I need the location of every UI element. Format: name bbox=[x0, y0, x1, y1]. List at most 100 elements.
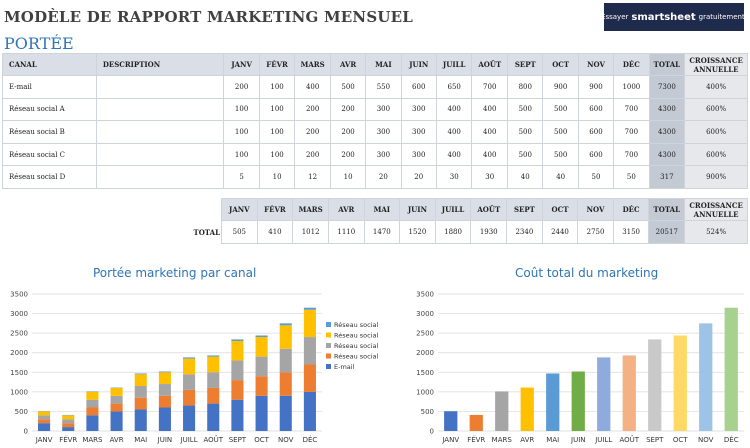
x-tick-label: AVR bbox=[110, 436, 124, 444]
cell-month-value[interactable]: 700 bbox=[613, 142, 650, 167]
header-description: DESCRIPTION bbox=[95, 53, 225, 76]
cell-month-value[interactable]: 900 bbox=[542, 75, 579, 99]
cell-total-month: 1470 bbox=[363, 220, 401, 244]
cell-month-value[interactable]: 200 bbox=[223, 75, 260, 99]
stacked-bar-segment bbox=[231, 340, 244, 361]
y-tick-label: 1000 bbox=[416, 388, 434, 396]
cell-month-value[interactable]: 20 bbox=[400, 165, 437, 189]
banner-suffix: gratuitement. bbox=[698, 13, 747, 21]
smartsheet-trial-banner[interactable]: Essayer smartsheet gratuitement. bbox=[601, 3, 747, 31]
cell-month-value[interactable]: 300 bbox=[365, 97, 402, 122]
cell-month-value[interactable]: 400 bbox=[471, 142, 509, 167]
cell-month-value[interactable]: 700 bbox=[471, 75, 509, 99]
cell-month-value[interactable]: 20 bbox=[365, 165, 402, 189]
cell-month-value[interactable]: 200 bbox=[329, 97, 367, 122]
x-tick-label: AOÛT bbox=[619, 435, 639, 444]
cell-month-value[interactable]: 200 bbox=[294, 97, 331, 122]
cell-month-value[interactable]: 400 bbox=[435, 120, 473, 144]
x-tick-label: DÉC bbox=[724, 435, 739, 444]
cell-month-value[interactable]: 500 bbox=[507, 142, 544, 167]
cell-month-value[interactable]: 300 bbox=[365, 120, 402, 144]
cell-month-value[interactable]: 600 bbox=[577, 142, 615, 167]
cell-month-value[interactable]: 500 bbox=[329, 75, 367, 99]
cell-month-value[interactable]: 300 bbox=[400, 120, 437, 144]
cell-month-value[interactable]: 50 bbox=[577, 165, 615, 189]
cell-month-value[interactable]: 100 bbox=[258, 75, 296, 99]
cell-month-value[interactable]: 30 bbox=[471, 165, 509, 189]
x-tick-label: JUIN bbox=[570, 436, 586, 444]
cell-month-value[interactable]: 50 bbox=[613, 165, 650, 189]
stacked-bar-segment bbox=[231, 380, 244, 400]
cell-month-value[interactable]: 400 bbox=[471, 97, 509, 122]
cell-month-value[interactable]: 800 bbox=[507, 75, 544, 99]
cell-month-value[interactable]: 300 bbox=[400, 142, 437, 167]
legend-label: E-mail bbox=[334, 363, 355, 371]
cell-description[interactable] bbox=[95, 75, 225, 99]
header-growth-line1: CROISSANCE bbox=[689, 200, 743, 210]
y-tick-label: 1500 bbox=[10, 369, 28, 377]
cell-month-value[interactable]: 500 bbox=[542, 120, 579, 144]
legend-swatch bbox=[326, 332, 331, 338]
header-month: JANV bbox=[221, 198, 258, 221]
cell-description[interactable] bbox=[95, 165, 225, 189]
cell-channel[interactable]: Réseau social B bbox=[2, 120, 97, 144]
cell-month-value[interactable]: 5 bbox=[223, 165, 260, 189]
cell-channel[interactable]: Réseau social D bbox=[2, 165, 97, 189]
cell-month-value[interactable]: 300 bbox=[400, 97, 437, 122]
stacked-bar-segment bbox=[303, 309, 316, 338]
cell-month-value[interactable]: 40 bbox=[542, 165, 579, 189]
cell-month-value[interactable]: 10 bbox=[258, 165, 296, 189]
cell-month-value[interactable]: 700 bbox=[613, 97, 650, 122]
cell-month-value[interactable]: 100 bbox=[223, 142, 260, 167]
cell-month-value[interactable]: 100 bbox=[258, 142, 296, 167]
cell-month-value[interactable]: 500 bbox=[507, 120, 544, 144]
cell-month-value[interactable]: 100 bbox=[223, 120, 260, 144]
cell-total-growth: 524% bbox=[684, 220, 748, 244]
cell-month-value[interactable]: 700 bbox=[613, 120, 650, 144]
cell-month-value[interactable]: 12 bbox=[294, 165, 331, 189]
cell-description[interactable] bbox=[95, 97, 225, 122]
x-tick-label: JANV bbox=[35, 436, 53, 444]
cell-month-value[interactable]: 200 bbox=[329, 142, 367, 167]
cell-month-value[interactable]: 400 bbox=[471, 120, 509, 144]
cell-month-value[interactable]: 900 bbox=[577, 75, 615, 99]
cell-month-value[interactable]: 500 bbox=[507, 97, 544, 122]
table-row: Réseau social D 5 10 12 10 20 20 30 30 40 40 50 50 31… bbox=[2, 165, 748, 189]
cell-total-month: 2440 bbox=[541, 220, 579, 244]
cell-month-value[interactable]: 500 bbox=[542, 97, 579, 122]
cell-channel[interactable]: Réseau social A bbox=[2, 97, 97, 122]
y-tick-label: 2000 bbox=[10, 349, 28, 357]
header-month: FÉVR bbox=[258, 53, 296, 76]
cell-month-value[interactable]: 100 bbox=[223, 97, 260, 122]
cell-month-value[interactable]: 400 bbox=[435, 97, 473, 122]
cell-description[interactable] bbox=[95, 142, 225, 167]
cell-total: 4300 bbox=[648, 142, 686, 167]
cell-month-value[interactable]: 10 bbox=[329, 165, 367, 189]
table-row: Réseau social B 100 100 200 200 300 300 400 400 5… bbox=[2, 120, 748, 144]
stacked-bar-segment bbox=[62, 419, 75, 424]
cell-month-value[interactable]: 550 bbox=[365, 75, 402, 99]
cell-month-value[interactable]: 650 bbox=[435, 75, 473, 99]
cell-month-value[interactable]: 400 bbox=[435, 142, 473, 167]
cell-month-value[interactable]: 600 bbox=[400, 75, 437, 99]
cell-month-value[interactable]: 30 bbox=[435, 165, 473, 189]
cell-month-value[interactable]: 200 bbox=[294, 120, 331, 144]
cell-month-value[interactable]: 500 bbox=[542, 142, 579, 167]
cell-month-value[interactable]: 100 bbox=[258, 97, 296, 122]
cell-month-value[interactable]: 200 bbox=[329, 120, 367, 144]
cell-description[interactable] bbox=[95, 120, 225, 144]
cell-month-value[interactable]: 40 bbox=[507, 165, 544, 189]
cell-channel[interactable]: E-mail bbox=[2, 75, 97, 99]
x-tick-label: JUILL bbox=[180, 436, 198, 444]
cell-month-value[interactable]: 600 bbox=[577, 120, 615, 144]
cell-month-value[interactable]: 400 bbox=[294, 75, 331, 99]
x-tick-label: JANV bbox=[441, 436, 459, 444]
cell-month-value[interactable]: 1000 bbox=[613, 75, 650, 99]
cell-month-value[interactable]: 100 bbox=[258, 120, 296, 144]
stacked-bar-segment bbox=[62, 415, 75, 420]
cell-channel[interactable]: Réseau social C bbox=[2, 142, 97, 167]
cell-month-value[interactable]: 300 bbox=[365, 142, 402, 167]
cell-month-value[interactable]: 200 bbox=[294, 142, 331, 167]
y-tick-label: 2500 bbox=[10, 330, 28, 338]
cell-month-value[interactable]: 600 bbox=[577, 97, 615, 122]
